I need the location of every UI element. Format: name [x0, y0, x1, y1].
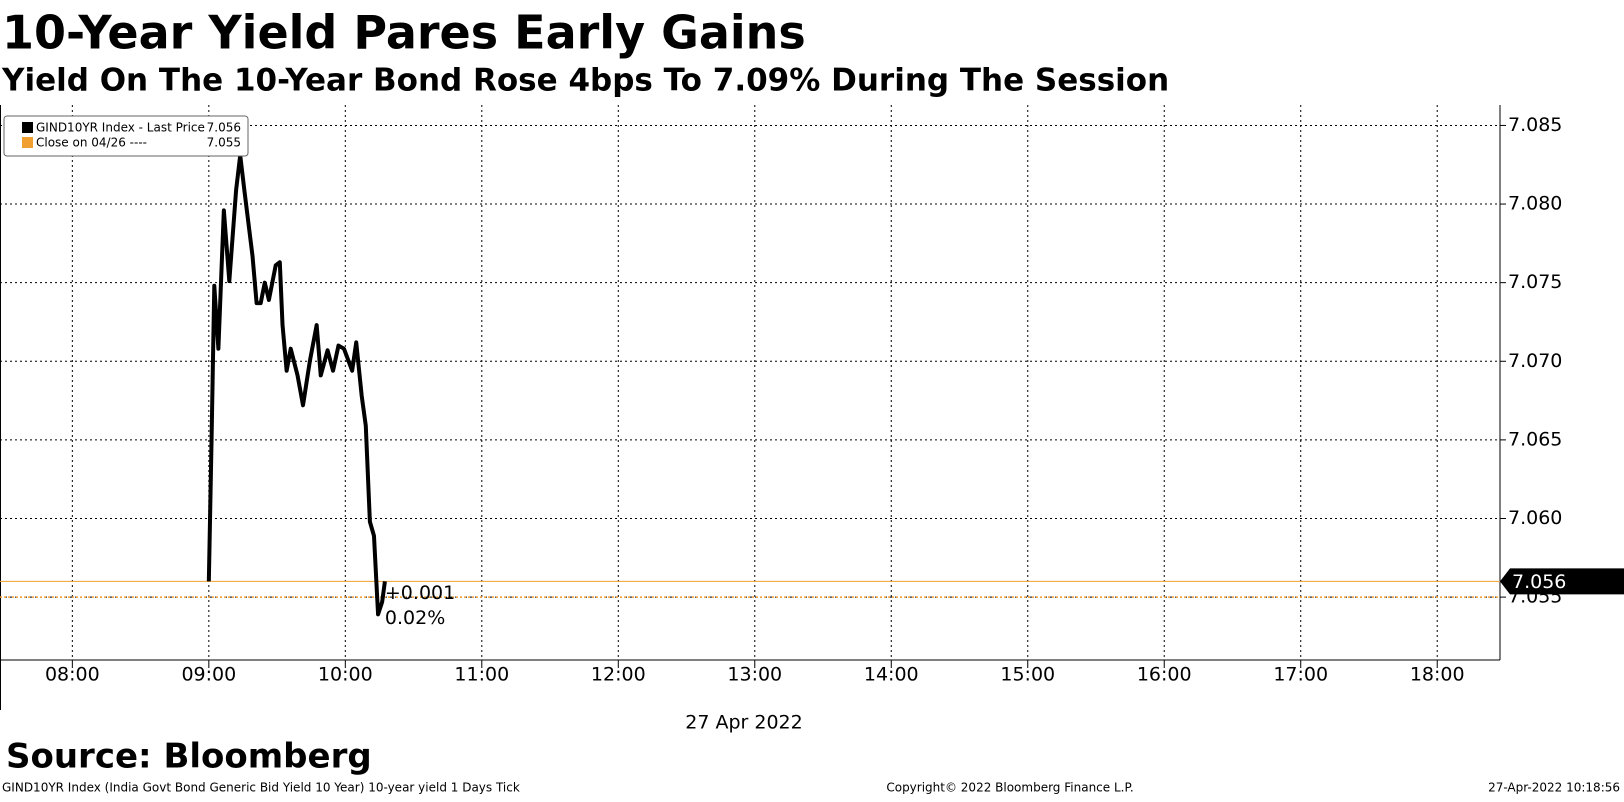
x-tick-label: 12:00 [591, 664, 646, 686]
legend-label: GIND10YR Index - Last Price [36, 121, 205, 135]
line [206, 153, 387, 617]
source: Source: Bloomberg [6, 737, 372, 777]
change-label: +0.001 [385, 582, 455, 604]
x-tick-label: 17:00 [1273, 664, 1328, 686]
x-axis-label: 27 Apr 2022 [685, 712, 802, 734]
x-tick-label: 09:00 [181, 664, 236, 686]
footer-right: 27-Apr-2022 10:18:56 [1488, 781, 1620, 795]
x-tick-label: 16:00 [1137, 664, 1192, 686]
y-tick-label: 7.070 [1508, 350, 1562, 372]
x-tick-label: 11:00 [454, 664, 509, 686]
x-tick-label: 13:00 [727, 664, 782, 686]
x-tick-label: 15:00 [1000, 664, 1055, 686]
change-pct-label: 0.02% [385, 607, 445, 629]
x-tick-label: 08:00 [45, 664, 100, 686]
legend-value: 7.056 [207, 121, 241, 135]
legend-swatch [22, 122, 33, 133]
legend-label: Close on 04/26 ---- [36, 136, 147, 150]
chart-subtitle: Yield On The 10-Year Bond Rose 4bps To 7… [1, 63, 1169, 99]
y-tick-label: 7.075 [1508, 271, 1562, 293]
legend-swatch [22, 137, 33, 148]
footer-center: Copyright© 2022 Bloomberg Finance L.P. [886, 781, 1133, 795]
y-tick-label: 7.060 [1508, 507, 1562, 529]
chart-title: 10-Year Yield Pares Early Gains [2, 6, 806, 60]
last-tag [1500, 568, 1624, 595]
last-tag-label: 7.056 [1512, 571, 1566, 593]
legend-box [3, 115, 249, 157]
x-tick-label: 18:00 [1410, 664, 1465, 686]
y-tick-label: 7.080 [1508, 193, 1562, 215]
y-tick-label: 7.085 [1508, 114, 1562, 136]
footer-left: GIND10YR Index (India Govt Bond Generic … [2, 781, 520, 795]
legend-value: 7.055 [207, 136, 241, 150]
y-tick-label: 7.065 [1508, 428, 1562, 450]
x-tick-label: 10:00 [318, 664, 373, 686]
x-tick-label: 14:00 [864, 664, 919, 686]
